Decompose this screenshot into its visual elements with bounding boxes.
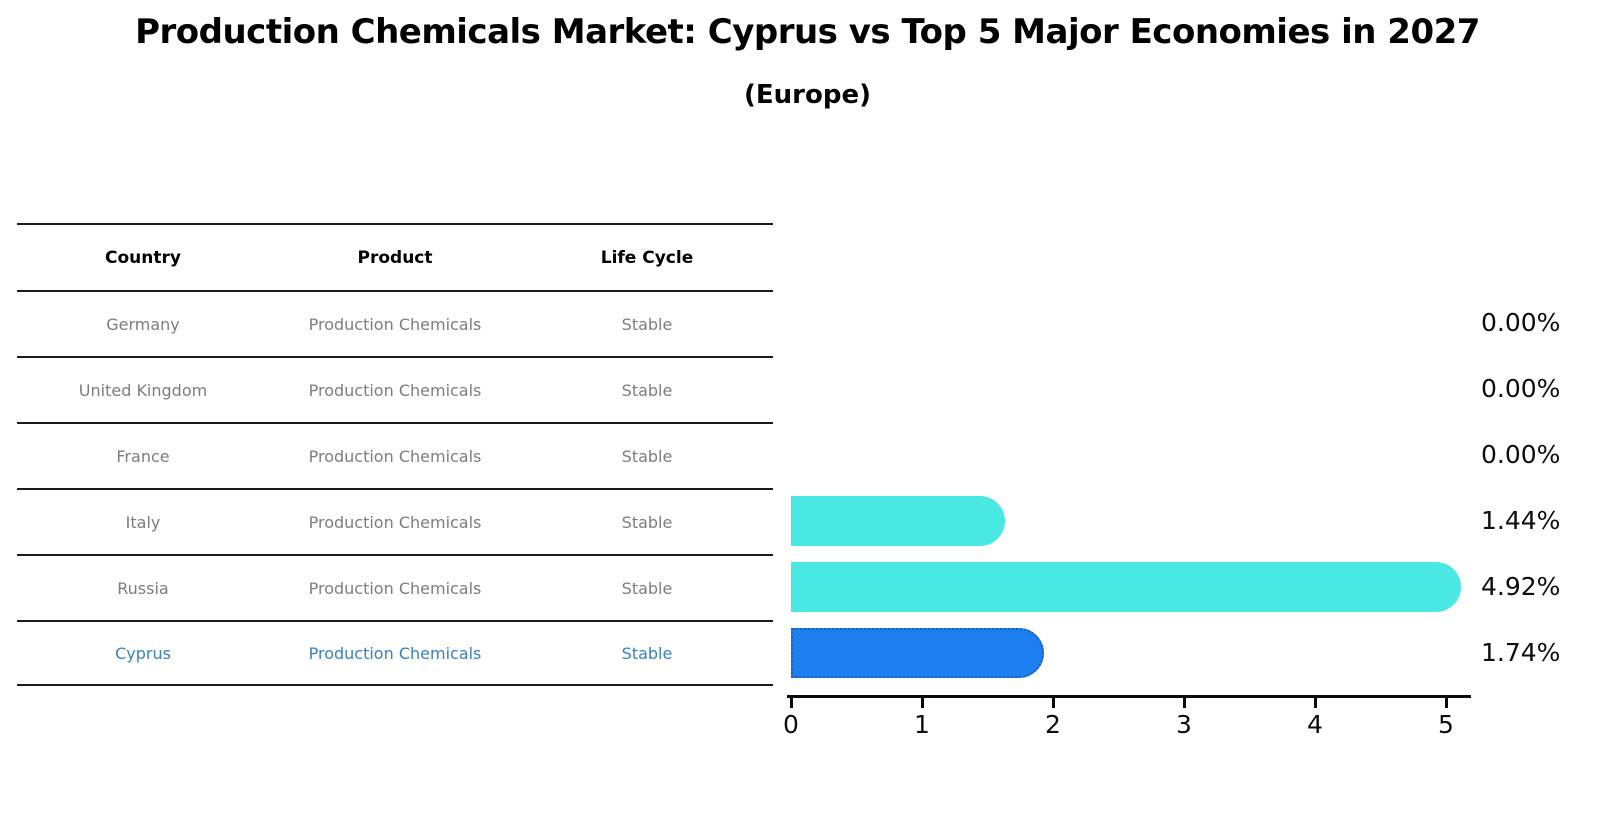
bar-russia [791, 562, 1461, 612]
x-axis-tick-0 [790, 696, 793, 708]
product-cell: Production Chemicals [308, 380, 482, 400]
table-row-germany: Germany Production Chemicals Stable [17, 290, 773, 356]
x-axis-tick-label-3: 3 [1176, 710, 1192, 739]
product-cell: Production Chemicals [308, 643, 482, 663]
country-table: Country Product Life Cycle Germany Produc… [17, 223, 773, 686]
x-axis-tick-label-2: 2 [1045, 710, 1061, 739]
bar-cyprus [791, 628, 1044, 678]
x-axis-tick-5 [1445, 696, 1448, 708]
x-axis-tick-label-1: 1 [914, 710, 930, 739]
table-header-row: Country Product Life Cycle [17, 223, 773, 290]
life-cycle-cell: Stable [621, 643, 673, 663]
chart-title: Production Chemicals Market: Cyprus vs T… [135, 12, 1480, 52]
chart-subtitle: (Europe) [744, 80, 871, 110]
x-axis-tick-1 [921, 696, 924, 708]
product-cell: Production Chemicals [308, 314, 482, 334]
life-cycle-cell: Stable [621, 380, 673, 400]
country-cell: France [116, 446, 170, 466]
table-row-france: France Production Chemicals Stable [17, 422, 773, 488]
product-cell: Production Chemicals [308, 446, 482, 466]
x-axis-tick-label-0: 0 [783, 710, 799, 739]
value-label-russia: 4.92% [1481, 572, 1561, 601]
product-cell: Production Chemicals [308, 512, 482, 532]
value-label-cyprus: 1.74% [1481, 638, 1561, 667]
life-cycle-cell: Stable [621, 446, 673, 466]
value-label-italy: 1.44% [1481, 506, 1561, 535]
table-header-life-cycle: Life Cycle [600, 247, 694, 268]
value-label-france: 0.00% [1481, 440, 1561, 469]
x-axis-line [787, 695, 1471, 698]
x-axis-tick-label-4: 4 [1307, 710, 1323, 739]
country-cell: Italy [125, 512, 161, 532]
table-row-russia: Russia Production Chemicals Stable [17, 554, 773, 620]
table-body: Germany Production Chemicals Stable United … [17, 290, 773, 686]
life-cycle-cell: Stable [621, 578, 673, 598]
value-label-germany: 0.00% [1481, 308, 1561, 337]
table-header-product: Product [357, 247, 433, 268]
x-axis-tick-3 [1183, 696, 1186, 708]
x-axis-tick-2 [1052, 696, 1055, 708]
life-cycle-cell: Stable [621, 314, 673, 334]
country-cell: Cyprus [115, 643, 171, 663]
country-cell: United Kingdom [78, 380, 208, 400]
country-cell: Russia [117, 578, 169, 598]
x-axis-tick-label-5: 5 [1438, 710, 1454, 739]
table-row-italy: Italy Production Chemicals Stable [17, 488, 773, 554]
value-label-united-kingdom: 0.00% [1481, 374, 1561, 403]
x-axis-tick-4 [1314, 696, 1317, 708]
country-cell: Germany [106, 314, 180, 334]
product-cell: Production Chemicals [308, 578, 482, 598]
table-header-country: Country [105, 247, 181, 268]
bar-italy [791, 496, 1005, 546]
life-cycle-cell: Stable [621, 512, 673, 532]
table-row-united-kingdom: United Kingdom Production Chemicals Stable [17, 356, 773, 422]
table-row-cyprus: Cyprus Production Chemicals Stable [17, 620, 773, 686]
